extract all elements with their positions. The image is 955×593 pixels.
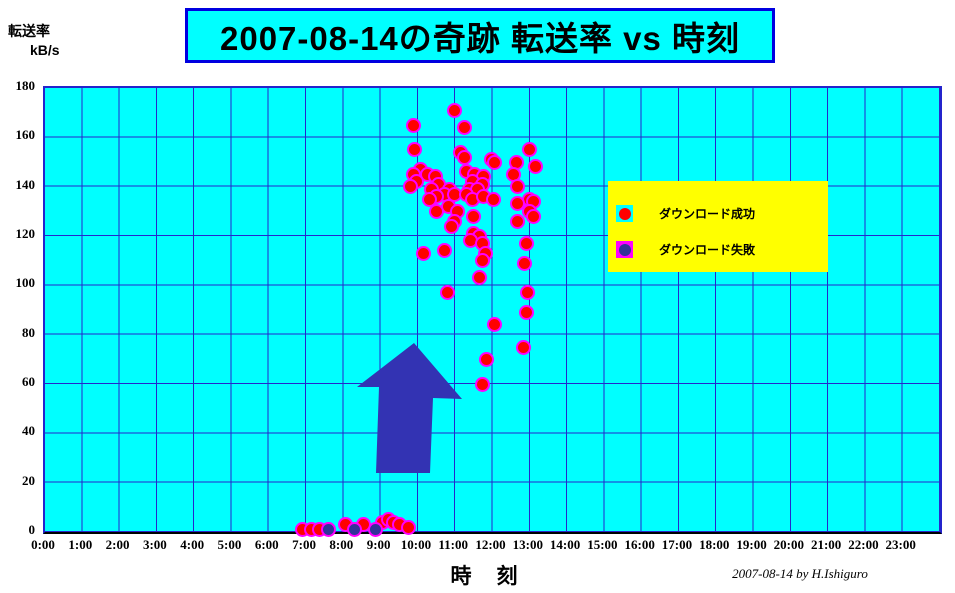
x-tick-label: 18:00 bbox=[699, 537, 730, 552]
x-tick-label: 20:00 bbox=[773, 537, 804, 552]
data-point-success bbox=[479, 351, 495, 367]
credit-text: 2007-08-14 by H.Ishiguro bbox=[732, 566, 868, 581]
data-point-failure bbox=[347, 522, 363, 538]
data-point-success bbox=[510, 213, 526, 229]
y-axis-unit-line1: 転送率 bbox=[8, 23, 50, 39]
y-tick-label: 40 bbox=[22, 423, 35, 439]
data-point-success bbox=[407, 142, 423, 158]
data-point-success bbox=[402, 179, 418, 195]
y-tick-label: 160 bbox=[15, 127, 36, 143]
x-tick-label: 9:00 bbox=[366, 537, 391, 552]
x-tick-label: 21:00 bbox=[810, 537, 842, 552]
data-point-success bbox=[475, 253, 491, 269]
data-point-success bbox=[406, 117, 422, 133]
y-tick-label: 0 bbox=[28, 522, 36, 537]
y-tick-label: 80 bbox=[22, 324, 35, 340]
data-point-success bbox=[457, 119, 473, 135]
x-tick-label: 2:00 bbox=[105, 537, 130, 552]
data-point-success bbox=[437, 243, 453, 259]
y-tick-label: 180 bbox=[15, 78, 36, 93]
data-point-success bbox=[519, 304, 535, 320]
x-tick-label: 14:00 bbox=[549, 537, 581, 552]
legend-box: ダウンロード成功 ダウンロード失敗 bbox=[608, 181, 828, 272]
x-tick-label: 13:00 bbox=[512, 537, 543, 552]
y-tick-label: 60 bbox=[22, 374, 35, 389]
x-tick-label: 17:00 bbox=[661, 537, 693, 552]
y-tick-label: 20 bbox=[22, 472, 35, 488]
x-tick-label: 12:00 bbox=[475, 537, 506, 552]
x-tick-label: 7:00 bbox=[292, 537, 316, 552]
x-tick-label: 6:00 bbox=[254, 537, 279, 552]
legend-success-label: ダウンロード成功 bbox=[659, 207, 756, 221]
data-point-success bbox=[528, 159, 544, 175]
data-point-success bbox=[443, 218, 459, 234]
y-tick-label: 100 bbox=[15, 275, 36, 291]
y-axis-unit-line2: kB/s bbox=[30, 42, 60, 58]
data-point-success bbox=[429, 203, 445, 219]
data-point-success bbox=[520, 285, 536, 301]
success-marker-icon bbox=[618, 207, 631, 220]
y-axis-ticks: 0 20 40 60 80 100 120 140 160 180 bbox=[0, 78, 38, 537]
y-tick-label: 120 bbox=[15, 226, 36, 241]
legend-entry-failure: ダウンロード失敗 bbox=[616, 241, 755, 258]
data-point-success bbox=[446, 102, 462, 118]
data-point-failure bbox=[367, 522, 383, 538]
data-point-failure bbox=[320, 522, 336, 538]
chart-title-box: 2007-08-14の奇跡 転送率 vs 時刻 bbox=[185, 8, 775, 63]
chart-title: 2007-08-14の奇跡 転送率 vs 時刻 bbox=[219, 19, 740, 57]
data-point-success bbox=[456, 149, 472, 165]
data-point-success bbox=[471, 270, 487, 286]
data-point-success bbox=[421, 191, 437, 207]
x-tick-label: 5:00 bbox=[217, 537, 242, 552]
y-axis-unit-label: 転送率 kB/s bbox=[8, 22, 78, 60]
x-tick-label: 1:00 bbox=[68, 537, 93, 552]
x-tick-label: 0:00 bbox=[31, 537, 55, 552]
data-point-success bbox=[401, 519, 417, 535]
x-tick-label: 19:00 bbox=[736, 537, 767, 552]
x-axis-title: 時 刻 bbox=[450, 565, 520, 588]
data-point-success bbox=[526, 208, 542, 224]
plot-area bbox=[43, 86, 942, 538]
up-arrow-annotation bbox=[357, 343, 462, 473]
legend-entry-success: ダウンロード成功 bbox=[616, 205, 755, 222]
data-point-success bbox=[515, 339, 531, 355]
data-point-success bbox=[519, 235, 535, 251]
data-point-success bbox=[487, 154, 503, 170]
data-point-success bbox=[522, 142, 538, 158]
data-point-success bbox=[510, 196, 526, 212]
x-axis-ticks: 0:00 1:00 2:00 3:00 4:00 5:00 6:00 7:00 8:00 9:00… bbox=[31, 537, 938, 553]
x-tick-label: 10:00 bbox=[400, 537, 432, 552]
legend-success-marker-bg bbox=[616, 205, 633, 222]
x-tick-label: 3:00 bbox=[142, 537, 167, 552]
scatter-points-layer bbox=[45, 88, 940, 538]
data-point-success bbox=[510, 179, 526, 195]
data-point-success bbox=[486, 191, 502, 207]
legend-failure-marker-bg bbox=[616, 241, 633, 258]
x-tick-label: 16:00 bbox=[624, 537, 655, 552]
annotation-arrow-layer bbox=[357, 343, 462, 473]
data-point-success bbox=[517, 255, 533, 271]
legend-failure-label: ダウンロード失敗 bbox=[659, 243, 756, 257]
x-tick-label: 22:00 bbox=[848, 537, 879, 552]
x-tick-label: 8:00 bbox=[329, 537, 354, 552]
data-point-success bbox=[487, 317, 503, 333]
x-tick-label: 11:00 bbox=[438, 537, 469, 552]
x-tick-label: 4:00 bbox=[180, 537, 205, 552]
x-tick-label: 15:00 bbox=[587, 537, 618, 552]
data-point-success bbox=[439, 285, 455, 301]
data-point-success bbox=[416, 245, 432, 261]
x-tick-label: 23:00 bbox=[885, 537, 916, 552]
data-point-success bbox=[475, 376, 491, 392]
y-tick-label: 140 bbox=[15, 176, 36, 192]
failure-marker-icon bbox=[618, 243, 631, 256]
data-point-success bbox=[466, 208, 482, 224]
